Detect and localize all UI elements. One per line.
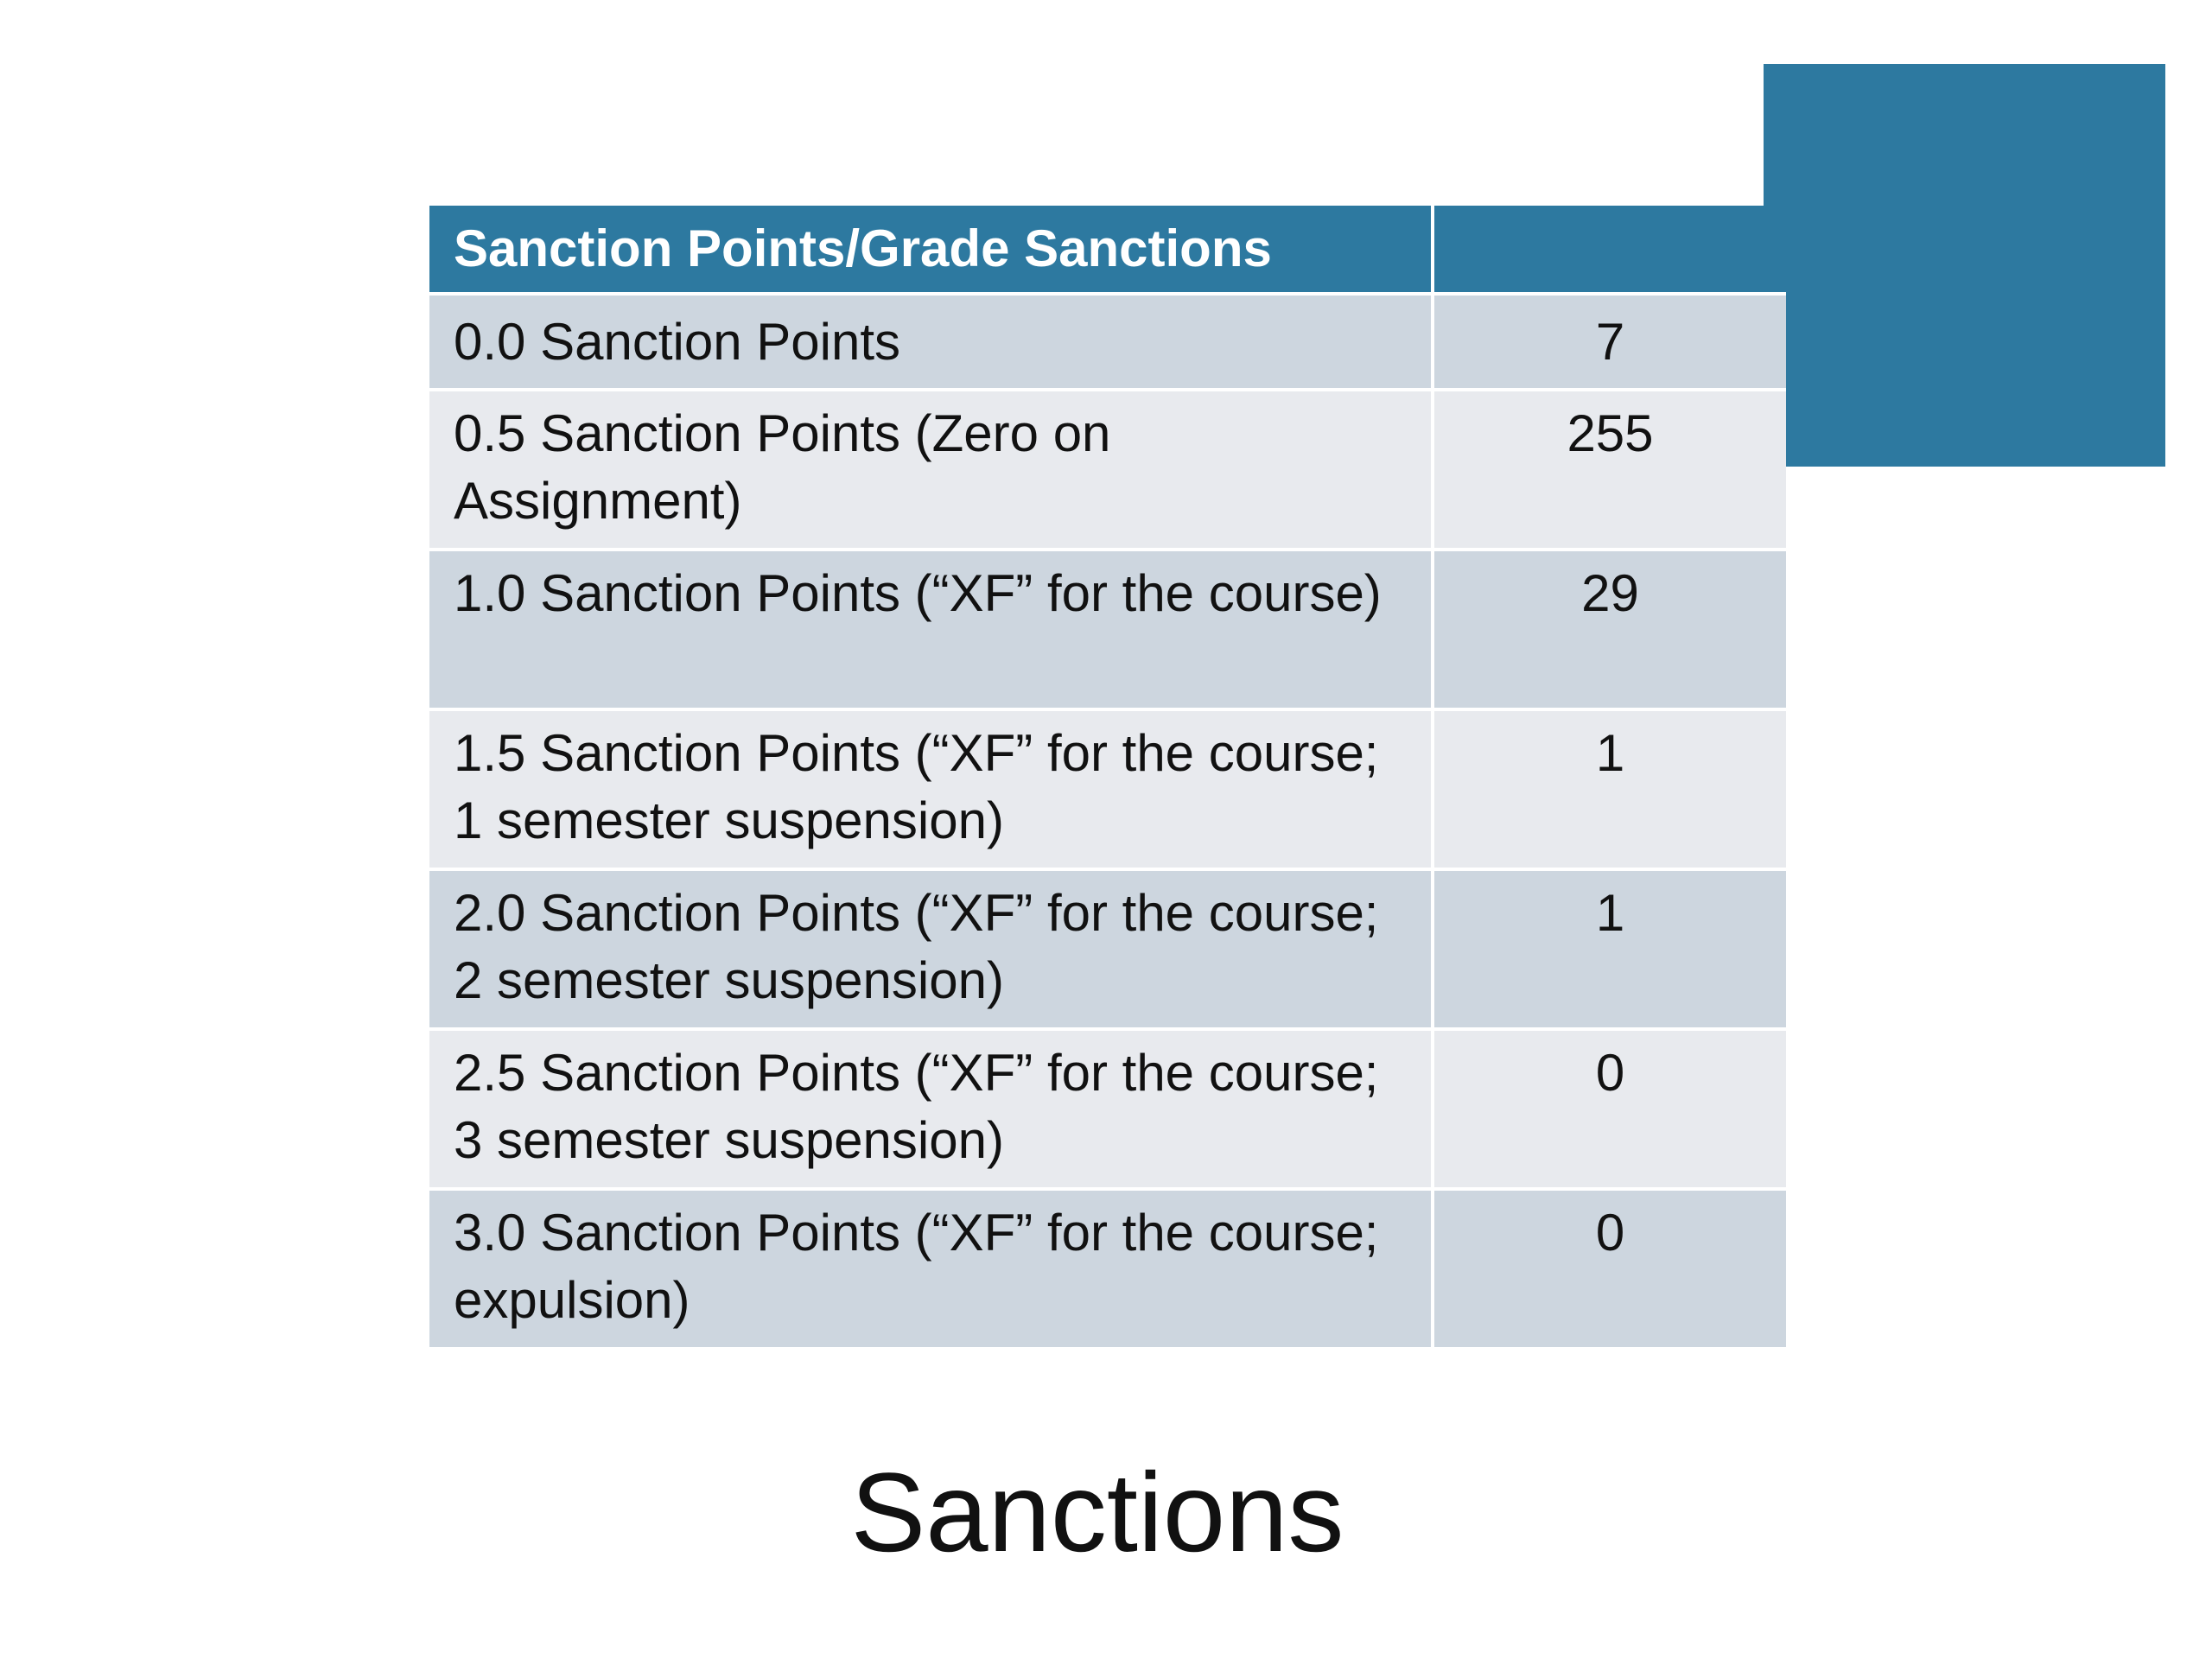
row-count: 29	[1434, 551, 1786, 708]
row-count: 255	[1434, 391, 1786, 548]
row-label: 3.0 Sanction Points (“XF” for the course…	[429, 1191, 1431, 1347]
row-label: 0.0 Sanction Points	[429, 296, 1431, 388]
row-count: 7	[1434, 296, 1786, 388]
decoration-square	[1764, 64, 2165, 467]
row-label: 0.5 Sanction Points (Zero on Assignment)	[429, 391, 1431, 548]
sanctions-table: Sanction Points/Grade Sanctions 0.0 Sanc…	[429, 206, 1786, 1347]
header-cell: Sanction Points/Grade Sanctions	[429, 206, 1431, 292]
row-count: 0	[1434, 1191, 1786, 1347]
row-label: 1.5 Sanction Points (“XF” for the course…	[429, 711, 1431, 868]
row-label: 2.0 Sanction Points (“XF” for the course…	[429, 871, 1431, 1027]
header-cell	[1434, 206, 1786, 292]
row-label: 1.0 Sanction Points (“XF” for the course…	[429, 551, 1431, 708]
row-count: 1	[1434, 711, 1786, 868]
row-count: 0	[1434, 1031, 1786, 1187]
row-count: 1	[1434, 871, 1786, 1027]
row-label: 2.5 Sanction Points (“XF” for the course…	[429, 1031, 1431, 1187]
slide-title: Sanctions	[850, 1449, 1344, 1575]
